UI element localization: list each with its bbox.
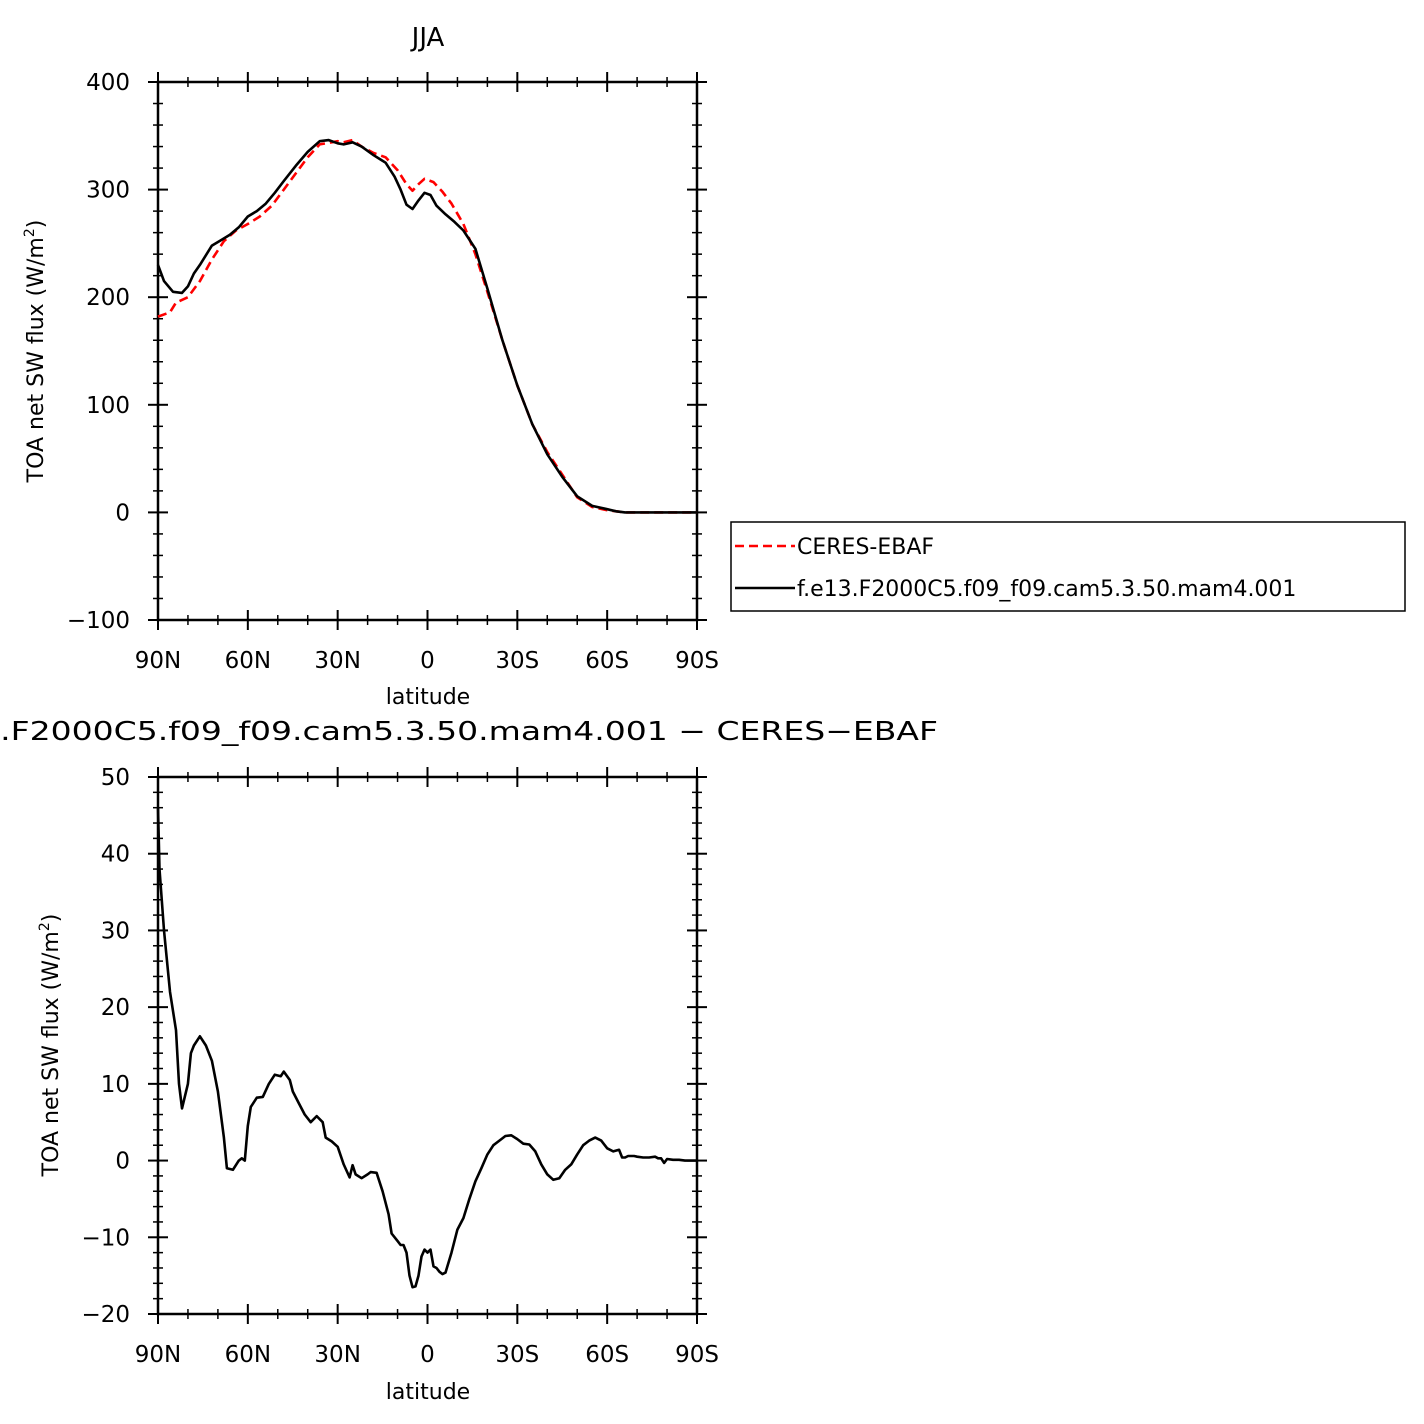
top-ytick-label: 300 (86, 178, 130, 204)
top-ylabel: TOA net SW flux (W/m2) (22, 220, 49, 484)
top-ylabel-end: ) (24, 220, 49, 229)
bottom-xtick-label: 60S (585, 1342, 629, 1368)
top-xtick-label: 90S (675, 648, 719, 674)
top-series-line-1 (156, 138, 697, 514)
bottom-ytick-label: −20 (81, 1302, 130, 1328)
bottom-xtick-label: 0 (420, 1342, 435, 1368)
bottom-xtick-label: 30N (314, 1342, 360, 1368)
bottom-plot-frame (156, 775, 699, 1316)
bottom-ytick-label: −10 (81, 1225, 130, 1251)
bottom-ytick-label: 40 (101, 842, 130, 868)
legend: CERES-EBAF f.e13.F2000C5.f09_f09.cam5.3.… (730, 521, 1406, 612)
top-xlabel: latitude (386, 685, 470, 710)
bottom-ylabel-sup: 2 (37, 922, 53, 931)
top-axis-ticks: 90N 60N 30N 0 30S 60S 90S −100 0 100 200 300 400 (67, 70, 719, 674)
bottom-ytick-label: 0 (115, 1149, 130, 1175)
top-ylabel-main: TOA net SW flux (W/m (24, 237, 49, 483)
bottom-series-line-0 (156, 807, 697, 1289)
top-xtick-label: 30N (314, 648, 360, 674)
top-panel-title: JJA (410, 23, 445, 53)
bottom-panel-title: f.e13.F2000C5.f09_f09.cam5.3.50.mam4.001… (0, 717, 938, 747)
top-panel: JJA 90N 60N 30N 0 30S 60S 90S −100 0 100 200 300 400… (22, 23, 719, 710)
bottom-ylabel-end: ) (39, 914, 64, 923)
top-xtick-label: 0 (420, 648, 435, 674)
top-xtick-label: 30S (495, 648, 539, 674)
top-xtick-label: 60S (585, 648, 629, 674)
top-xtick-label: 60N (225, 648, 271, 674)
top-ytick-label: 200 (86, 285, 130, 311)
bottom-xtick-label: 30S (495, 1342, 539, 1368)
legend-label-model: f.e13.F2000C5.f09_f09.cam5.3.50.mam4.001 (797, 577, 1296, 602)
top-series-line-0 (157, 138, 697, 514)
bottom-ytick-label: 20 (101, 995, 130, 1021)
bottom-xtick-label: 90S (675, 1342, 719, 1368)
bottom-xtick-label: 60N (225, 1342, 271, 1368)
top-ytick-label: 400 (86, 70, 130, 96)
bottom-xlabel: latitude (386, 1380, 470, 1405)
legend-label-ceres: CERES-EBAF (797, 535, 934, 560)
top-plot-frame (156, 80, 699, 622)
bottom-ylabel-main: TOA net SW flux (W/m (39, 931, 64, 1177)
top-ytick-label: 100 (86, 393, 130, 419)
bottom-panel: f.e13.F2000C5.f09_f09.cam5.3.50.mam4.001… (0, 717, 938, 1405)
bottom-xtick-label: 90N (135, 1342, 181, 1368)
bottom-ytick-label: 50 (101, 765, 130, 791)
bottom-series-lines (156, 807, 697, 1289)
top-ytick-label: −100 (67, 608, 130, 634)
top-xtick-label: 90N (135, 648, 181, 674)
legend-box (730, 521, 1406, 612)
bottom-ytick-label: 30 (101, 918, 130, 944)
top-series-lines (156, 138, 697, 514)
bottom-ylabel: TOA net SW flux (W/m2) (37, 914, 64, 1178)
bottom-ytick-label: 10 (101, 1072, 130, 1098)
top-ylabel-sup: 2 (22, 228, 38, 237)
top-ytick-label: 0 (115, 500, 130, 526)
